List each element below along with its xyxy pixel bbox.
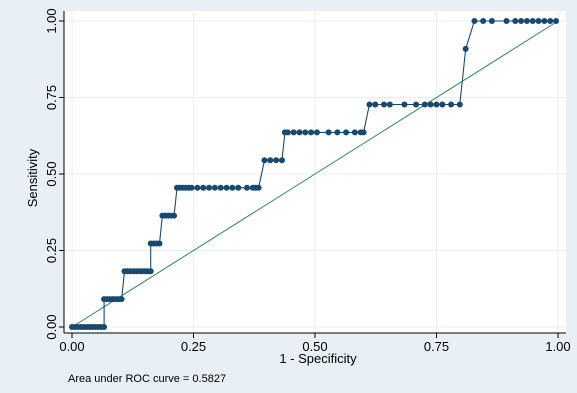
roc-point [188,184,195,191]
auc-note: Area under ROC curve = 0.5827 [68,373,226,385]
roc-point [334,129,341,136]
roc-point [273,157,280,164]
x-tick-label: 0.50 [302,339,327,354]
y-tick-label: 1.00 [44,8,59,33]
roc-point [503,18,510,24]
roc-point [413,101,420,108]
roc-point [296,129,303,136]
roc-point [547,18,554,24]
x-tick-label: 1.00 [545,339,570,354]
x-tick-label: 0.25 [181,339,206,354]
roc-point [553,18,560,24]
roc-point [480,18,487,24]
roc-point [302,129,309,136]
roc-point [535,18,542,24]
roc-point [171,212,178,219]
reference-line [71,20,559,328]
roc-points-layer [69,18,560,330]
y-axis-title: Sensitivity [25,148,40,207]
roc-point [529,18,536,24]
roc-point [217,184,224,191]
x-tick-label: 0.75 [424,339,449,354]
roc-point [512,18,519,24]
roc-point [194,184,201,191]
roc-point [427,101,434,108]
roc-point [541,18,548,24]
roc-point [267,157,274,164]
y-tick-label: 0.50 [44,161,59,186]
roc-point [448,101,455,108]
roc-point [206,184,213,191]
y-tick-labels: 0.00 0.25 0.50 0.75 1.00 [44,8,59,339]
roc-point [462,45,469,52]
roc-point [255,184,262,191]
roc-point [360,129,367,136]
roc-point [101,324,108,330]
axes [59,11,566,338]
roc-point [223,184,230,191]
reference-line-layer [71,20,559,328]
x-tick-labels: 0.00 0.25 0.50 0.75 1.00 [59,339,570,354]
roc-point [401,101,408,108]
roc-point [278,157,285,164]
roc-point [372,101,379,108]
roc-point [200,184,207,191]
roc-point [243,184,250,191]
roc-point [308,129,315,136]
roc-point [381,101,388,108]
roc-point [518,18,525,24]
roc-point [147,268,154,275]
roc-point [211,184,218,191]
y-tick-label: 0.25 [44,238,59,263]
roc-point [118,296,125,303]
roc-point [471,18,478,24]
roc-point [386,101,393,108]
y-tick-label: 0.75 [44,85,59,110]
roc-point [421,101,428,108]
roc-point [284,129,291,136]
roc-point [366,101,373,108]
roc-point [439,101,446,108]
x-tick-label: 0.00 [59,339,84,354]
roc-point [488,18,495,24]
roc-point [351,129,358,136]
roc-point [343,129,350,136]
roc-point [261,157,268,164]
roc-point [235,184,242,191]
roc-point [290,129,297,136]
roc-point [229,184,236,191]
roc-point [313,129,320,136]
roc-point [433,101,440,108]
x-axis-title: 1 - Specificity [279,351,357,366]
y-tick-label: 0.00 [44,314,59,339]
roc-point [523,18,530,24]
roc-point [456,101,463,108]
roc-point [325,129,332,136]
roc-point [156,240,163,247]
